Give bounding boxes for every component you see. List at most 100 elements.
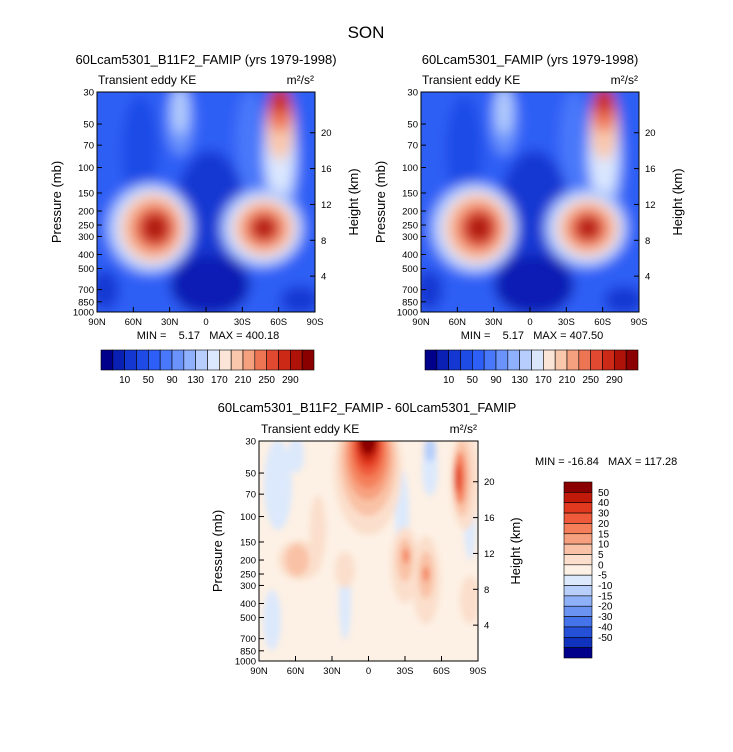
x-tick-label: 60S — [594, 317, 611, 328]
panel-right-title: 60Lcam5301_FAMIP (yrs 1979-1998) — [422, 52, 639, 67]
x-tick-label: 60N — [449, 317, 467, 328]
colorbar-swatch — [563, 523, 593, 535]
x-tick-label: 30N — [323, 666, 341, 677]
height-tick-label: 12 — [484, 549, 495, 560]
colorbar-swatch — [100, 349, 114, 371]
x-tick-label: 90N — [88, 317, 106, 328]
y-tick-label: 250 — [78, 221, 94, 232]
colorbar-label: 90 — [166, 375, 178, 386]
panel-left-plot — [97, 92, 315, 312]
colorbar-swatch — [159, 349, 173, 371]
colorbar-swatch — [136, 349, 149, 371]
y-tick-label: 200 — [402, 207, 418, 218]
panel-diff-ylabel: Pressure (mb) — [210, 510, 225, 592]
panel-diff-plot — [259, 441, 478, 661]
colorbar-label: 50 — [598, 488, 610, 499]
colorbar-swatch — [483, 349, 497, 371]
colorbar-swatch — [195, 349, 208, 371]
y-tick-label: 100 — [78, 163, 94, 174]
y-tick-label: 200 — [78, 207, 94, 218]
x-tick-label: 90N — [250, 666, 268, 677]
panel-left-ylabel: Pressure (mb) — [49, 161, 64, 243]
panel-diff-height-ticks: 4 8 12 16 20 — [473, 477, 495, 632]
colorbar-swatch — [448, 349, 461, 371]
y-tick-label: 500 — [402, 264, 418, 275]
y-tick-label: 250 — [402, 221, 418, 232]
colorbar-swatch — [563, 595, 593, 607]
colorbar-swatch — [563, 543, 593, 555]
panel-right-x-ticks: 90N 60N 30N 0 30S 60S 90S — [412, 307, 647, 328]
colorbar-label: 250 — [258, 375, 275, 386]
colorbar-label: 130 — [187, 375, 204, 386]
y-tick-label: 150 — [78, 188, 94, 199]
colorbar-swatch — [563, 585, 593, 597]
x-tick-label: 60N — [287, 666, 305, 677]
y-tick-label: 400 — [78, 250, 94, 261]
x-tick-label: 30S — [234, 317, 251, 328]
panel-diff-ylabel-right: Height (km) — [508, 517, 523, 584]
y-tick-label: 300 — [78, 232, 94, 243]
colorbar-label: 210 — [235, 375, 252, 386]
x-tick-label: 0 — [203, 317, 208, 328]
colorbar-label: 50 — [143, 375, 155, 386]
panel-left-stats: MIN = 5.17 MAX = 400.18 — [137, 330, 279, 342]
colorbar-label: 250 — [582, 375, 599, 386]
colorbar-swatch — [278, 349, 291, 371]
x-tick-label: 90N — [412, 317, 430, 328]
panel-right-plot — [421, 92, 639, 312]
x-tick-label: 60S — [433, 666, 450, 677]
y-tick-label: 850 — [402, 297, 418, 308]
colorbar-label: 10 — [443, 375, 455, 386]
height-tick-label: 4 — [645, 272, 650, 283]
height-tick-label: 16 — [484, 513, 495, 524]
panel-left-height-ticks: 4 8 12 16 20 — [310, 128, 332, 283]
height-tick-label: 16 — [645, 164, 656, 175]
colorbar-swatch — [472, 349, 485, 371]
colorbar-swatch — [614, 349, 627, 371]
y-tick-label: 1000 — [235, 657, 256, 668]
y-tick-label: 50 — [83, 120, 94, 131]
panel-diff-field-label: Transient eddy KE — [261, 422, 359, 436]
height-tick-label: 12 — [645, 200, 656, 211]
height-tick-label: 20 — [645, 128, 656, 139]
colorbar-swatch — [301, 349, 315, 371]
colorbar-label: 20 — [598, 519, 610, 530]
x-tick-label: 0 — [366, 666, 371, 677]
colorbar-swatch — [148, 349, 161, 371]
colorbar-label: -5 — [598, 571, 607, 582]
panel-diff-x-ticks: 90N 60N 30N 0 30S 60S 90S — [250, 656, 486, 677]
colorbar-label: -20 — [598, 602, 613, 613]
colorbar-swatch — [563, 492, 593, 504]
height-tick-label: 8 — [321, 236, 326, 247]
x-tick-label: 30N — [485, 317, 503, 328]
colorbar-label: -30 — [598, 612, 613, 623]
y-tick-label: 150 — [240, 537, 256, 548]
colorbar-swatch — [230, 349, 244, 371]
colorbar-swatch — [563, 626, 593, 638]
panel-diff-stats: MIN = -16.84 MAX = 117.28 — [535, 456, 677, 468]
colorbar-swatch — [578, 349, 591, 371]
x-tick-label: 90S — [307, 317, 324, 328]
colorbar-swatch — [507, 349, 520, 371]
colorbar-swatch — [563, 512, 593, 524]
colorbar-swatch — [563, 574, 593, 586]
x-tick-label: 90S — [631, 317, 648, 328]
panel-left-ylabel-right: Height (km) — [346, 168, 361, 235]
height-tick-label: 20 — [484, 477, 495, 488]
y-tick-label: 400 — [402, 250, 418, 261]
y-tick-label: 70 — [407, 141, 418, 152]
y-tick-label: 250 — [240, 570, 256, 581]
panel-right-units: m²/s² — [611, 73, 638, 87]
colorbar-label: -10 — [598, 581, 613, 592]
colorbar-swatch — [563, 564, 593, 576]
colorbar-label: 15 — [598, 529, 610, 540]
colorbar-label: -50 — [598, 633, 613, 644]
colorbar-swatch — [563, 481, 593, 493]
height-tick-label: 12 — [321, 200, 332, 211]
y-tick-label: 300 — [240, 581, 256, 592]
panel-diff-title: 60Lcam5301_B11F2_FAMIP - 60Lcam5301_FAMI… — [218, 400, 517, 415]
y-tick-label: 850 — [240, 646, 256, 657]
colorbar-label: 290 — [282, 375, 299, 386]
panel-diff: 60Lcam5301_B11F2_FAMIP - 60Lcam5301_FAMI… — [210, 400, 677, 677]
